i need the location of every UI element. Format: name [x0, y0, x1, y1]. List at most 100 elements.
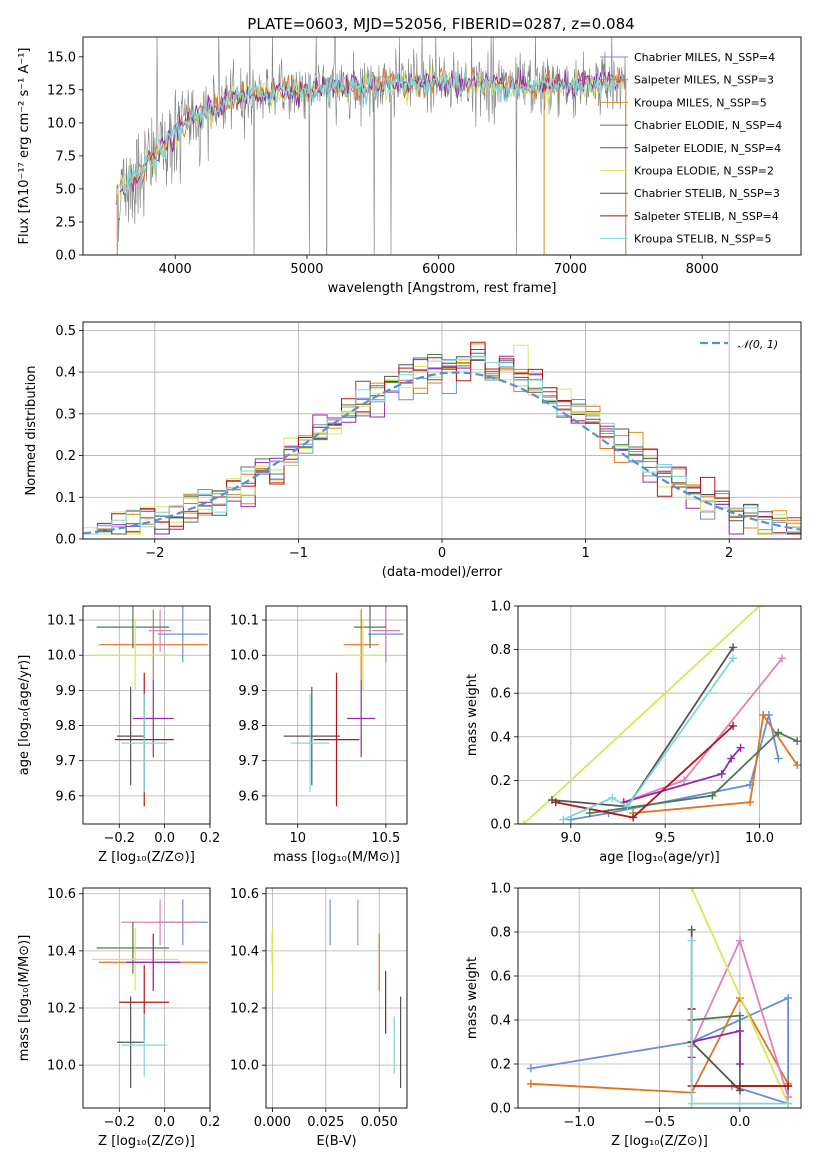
plot-area: [92, 606, 208, 807]
tick-label-y: 10.4: [230, 944, 259, 959]
y-axis-label: Flux [fλ10⁻¹⁷ erg cm⁻² s⁻¹ A⁻¹]: [17, 48, 32, 245]
tick-label-y: 0.6: [490, 687, 511, 702]
tick-label-y: 0.8: [490, 643, 511, 658]
tick-label-y: 7.5: [55, 149, 76, 164]
series-marker: [526, 1079, 535, 1088]
tick-label-y: 5.0: [55, 182, 76, 197]
tick-label-y: 10.6: [47, 887, 76, 902]
y-axis-label: age [log₁₀(age/yr)]: [17, 655, 32, 776]
tick-label-y: 9.8: [55, 719, 76, 734]
errorbar-point: [92, 620, 179, 691]
series-marker: [687, 1099, 696, 1108]
x-axis-label: E(B-V): [316, 1134, 356, 1149]
errorbar-point: [347, 679, 376, 758]
axes-frame: [82, 887, 211, 1109]
errorbar-point: [96, 606, 170, 649]
axes-frame: [517, 887, 802, 1109]
x-axis-label: wavelength [Angstrom, rest frame]: [328, 281, 557, 296]
series-marker: [793, 761, 801, 770]
tick-label-y: 1.0: [490, 882, 511, 897]
tick-label-x: 0.050: [361, 1115, 398, 1130]
tick-label-x: 1: [581, 546, 589, 561]
weight-series: [629, 711, 801, 818]
series-marker: [755, 606, 764, 610]
panel-2: −2 −1 0 1 2 0.0 0.1 0.2 0.3 0.4 0.5 (data-model)/er…: [24, 321, 802, 580]
histogram: [83, 355, 801, 535]
x-axis-label: age [log₁₀(age/yr)]: [599, 850, 720, 865]
legend-entry: Chabrier ELODIE, N_SSP=4: [634, 119, 782, 132]
x-axis-label: mass [log₁₀(M/M⊙)]: [273, 850, 400, 865]
legend-entry: 𝒩(0, 1): [738, 338, 778, 351]
legend: Chabrier MILES, N_SSP=4 Salpeter MILES, N…: [600, 51, 782, 246]
tick-label-x: 0.000: [254, 1115, 291, 1130]
tick-label-y: 9.8: [238, 719, 259, 734]
series-line: [530, 996, 789, 1094]
axes-frame: [82, 605, 211, 825]
series-marker: [680, 776, 689, 785]
series-marker: [551, 798, 560, 807]
y-axis-label: Normed distribution: [24, 366, 39, 496]
y-axis-label: mass [log₁₀(M/M⊙)]: [17, 935, 32, 1062]
weight-series: [619, 743, 745, 807]
tick-label-x: 0.2: [200, 831, 221, 846]
tick-label-y: 0.1: [55, 491, 76, 506]
legend-entry: Chabrier MILES, N_SSP=4: [634, 51, 775, 64]
tick-label-y: 0.0: [55, 533, 76, 548]
tick-label-y: 9.9: [55, 684, 76, 699]
tick-label-x: 8000: [686, 262, 719, 277]
weight-series: [519, 606, 764, 824]
series-marker: [735, 1027, 744, 1035]
x-axis-label: Z [log₁₀(Z/Z⊙)]: [611, 1134, 708, 1149]
tick-label-x: 0.025: [307, 1115, 344, 1130]
axes-frame: [82, 321, 802, 540]
tick-label-x: −0.2: [103, 831, 135, 846]
series-marker: [784, 994, 793, 1002]
tick-label-y: 10.6: [230, 887, 259, 902]
panel-5: 9.0 9.5 10.0 0.0 0.2 0.4 0.6 0.8 1.0 age [log₁₀(a…: [465, 600, 802, 865]
plot-area: [526, 888, 793, 1108]
plot-area: [271, 899, 402, 1088]
errorbar-point: [117, 686, 145, 786]
series-marker: [735, 1011, 744, 1020]
tick-label-x: 6000: [422, 262, 455, 277]
series-marker: [585, 809, 594, 818]
plot-area: [115, 37, 627, 255]
errorbar-point: [121, 899, 199, 946]
tick-label-x: −1.0: [563, 1115, 595, 1130]
series-marker: [629, 813, 638, 822]
series-marker: [519, 820, 528, 824]
errorbar-point: [126, 933, 181, 991]
weight-series: [551, 721, 738, 822]
tick-label-y: 12.5: [47, 83, 76, 98]
series-marker: [526, 1064, 535, 1073]
histogram: [83, 356, 801, 535]
tick-label-y: 10.1: [230, 614, 259, 629]
axes-frame: [82, 36, 802, 256]
tick-label-y: 0.0: [490, 1102, 511, 1117]
model-spectrum: [119, 71, 624, 197]
series-marker: [735, 1060, 744, 1068]
series-marker: [559, 815, 568, 824]
series-marker: [793, 737, 801, 746]
series-marker: [729, 654, 738, 663]
tick-label-y: 1.0: [490, 600, 511, 615]
legend-entry: Chabrier STELIB, N_SSP=3: [634, 187, 780, 200]
errorbar-point: [132, 679, 174, 758]
series-marker: [784, 1082, 793, 1090]
errorbar-point: [96, 922, 170, 974]
tick-label-y: 9.6: [55, 789, 76, 804]
series-marker: [746, 798, 755, 807]
tick-label-x: 9.5: [655, 831, 676, 846]
tick-label-y: 0.2: [55, 449, 76, 464]
tick-label-y: 9.7: [55, 754, 76, 769]
errorbar-point: [371, 609, 400, 652]
tick-label-y: 0.4: [490, 1014, 511, 1029]
series-marker: [687, 936, 696, 945]
tick-label-y: 0.3: [55, 407, 76, 422]
legend-entry: Salpeter MILES, N_SSP=3: [634, 74, 774, 87]
series-line: [562, 657, 734, 821]
tick-label-y: 0.4: [55, 366, 76, 381]
errorbar-point: [148, 609, 172, 652]
errorbar-point: [117, 996, 145, 1088]
